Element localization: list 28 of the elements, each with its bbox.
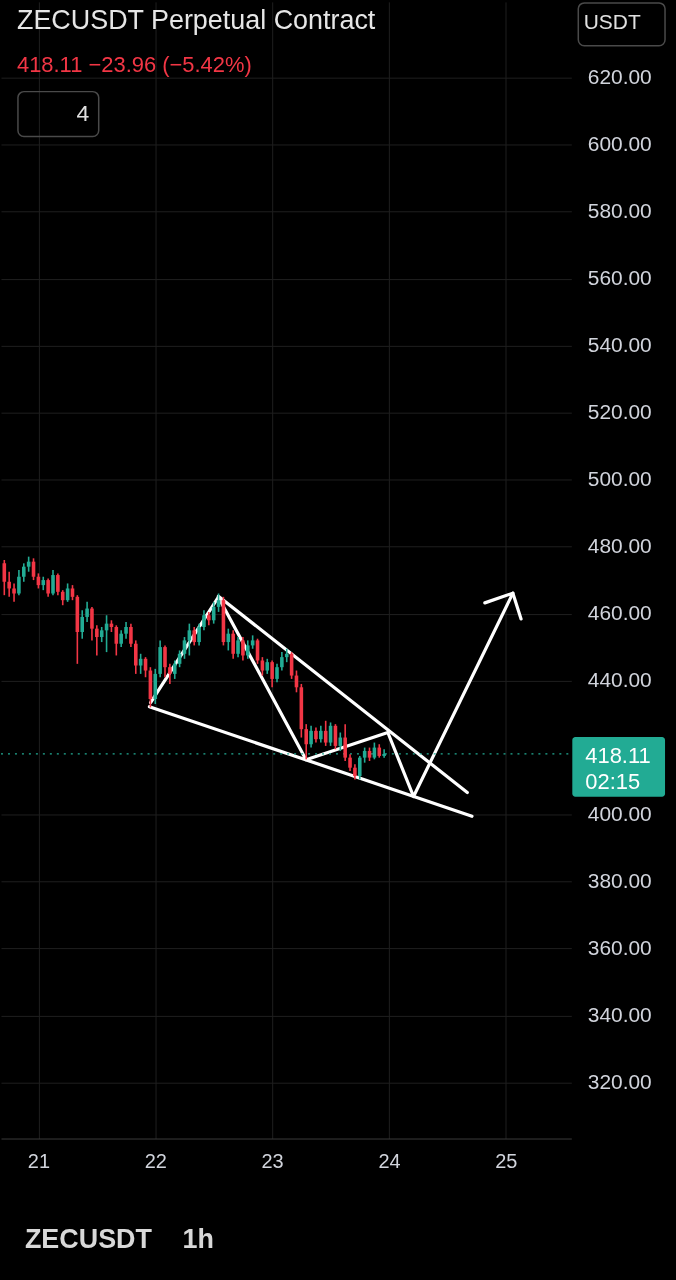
x-tick-label: 23 bbox=[261, 1149, 284, 1172]
annotation: 4 bbox=[76, 99, 90, 126]
text: 418.11 −23.96 (−5.42%) bbox=[16, 51, 252, 77]
y-tick-label: 360.00 bbox=[587, 936, 652, 960]
y-tick-label: 620.00 bbox=[587, 65, 652, 89]
chart-title: ZECUSDT Perpetual Contract bbox=[16, 4, 376, 35]
y-tick-label: 500.00 bbox=[587, 467, 652, 491]
y-tick-label: 320.00 bbox=[587, 1070, 652, 1094]
x-tick-label: 24 bbox=[378, 1149, 401, 1172]
x-tick-label: 25 bbox=[495, 1149, 518, 1172]
y-tick-label: 480.00 bbox=[587, 534, 652, 558]
text: USDT bbox=[583, 9, 641, 33]
y-tick-label: 400.00 bbox=[587, 802, 652, 826]
x-tick-label: 21 bbox=[27, 1149, 50, 1172]
x-tick-label: 22 bbox=[144, 1149, 167, 1172]
y-tick-label: 520.00 bbox=[587, 400, 652, 424]
y-tick-label: 380.00 bbox=[587, 869, 652, 893]
ref-line-label: 418.11 bbox=[585, 742, 651, 768]
y-tick-label: 540.00 bbox=[587, 333, 652, 357]
text: ZECUSDT bbox=[24, 1224, 153, 1255]
text: 1h bbox=[182, 1224, 214, 1255]
y-tick-label: 340.00 bbox=[587, 1003, 652, 1027]
y-tick-label: 460.00 bbox=[587, 601, 652, 625]
y-tick-label: 560.00 bbox=[587, 266, 652, 290]
text: 02:15 bbox=[585, 768, 641, 794]
y-tick-label: 600.00 bbox=[587, 132, 652, 156]
y-tick-label: 580.00 bbox=[587, 199, 652, 223]
y-tick-label: 440.00 bbox=[587, 668, 652, 692]
